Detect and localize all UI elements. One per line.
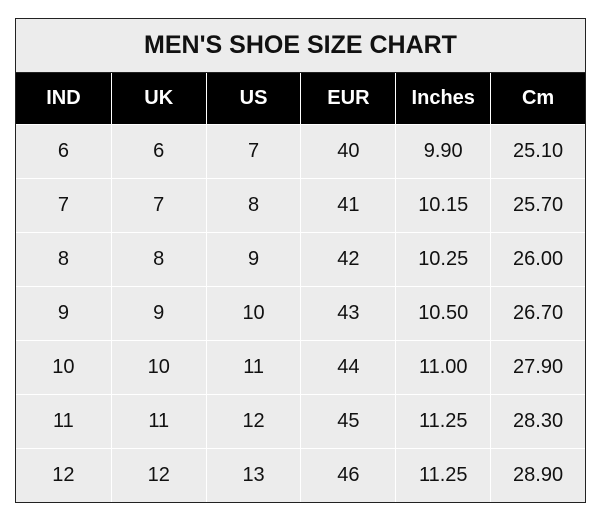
header-row: IND UK US EUR Inches Cm [16,73,585,124]
table-cell: 44 [300,341,395,394]
table-cell: 26.00 [490,233,585,286]
table-row: 9 9 10 43 10.50 26.70 [16,286,585,340]
table-body: 6 6 7 40 9.90 25.10 7 7 8 41 10.15 25.70 8 8 9 42 10.25 2… [16,124,585,502]
table-cell: 10.15 [395,179,490,232]
table-cell: 11.00 [395,341,490,394]
table-cell: 10 [110,341,206,394]
table-cell: 8 [205,179,301,232]
table-cell: 7 [57,194,69,216]
table-cell: 11 [53,410,74,432]
table-cell: 26.70 [490,287,585,340]
table-cell: 46 [300,449,395,502]
table-row: 12 12 13 46 11.25 28.90 [16,448,585,502]
table-cell: 45 [300,395,395,448]
table-title: MEN'S SHOE SIZE CHART [16,19,585,73]
size-chart-table: MEN'S SHOE SIZE CHART IND UK US EUR Inches Cm… [15,18,586,503]
table-cell: 11.25 [395,449,490,502]
table-cell: 10 [205,287,301,340]
column-header-uk: UK [110,73,206,124]
table-cell: 25.10 [490,125,585,178]
table-cell: 8 [110,233,206,286]
table-cell: 6 [57,140,69,162]
table-cell: 28.30 [490,395,585,448]
table-row: 7 7 8 41 10.15 25.70 [16,178,585,232]
table-cell: 42 [300,233,395,286]
table-row: 11 11 12 45 11.25 28.30 [16,394,585,448]
table-cell: 8 [57,248,69,270]
table-row: 10 10 11 44 11.00 27.90 [16,340,585,394]
column-header-cm: Cm [490,73,585,124]
table-cell: 27.90 [490,341,585,394]
table-cell: 10.50 [395,287,490,340]
table-cell: 28.90 [490,449,585,502]
table-cell: 10 [52,356,75,378]
table-cell: 43 [300,287,395,340]
table-cell: 9 [110,287,206,340]
table-cell: 9 [57,302,69,324]
column-header-eur: EUR [300,73,395,124]
table-cell: 10.25 [395,233,490,286]
table-cell: 11 [205,341,301,394]
table-cell: 12 [205,395,301,448]
table-cell: 7 [110,179,206,232]
table-cell: 13 [205,449,301,502]
table-cell: 9.90 [395,125,490,178]
column-header-ind: IND [46,87,81,109]
table-cell: 6 [110,125,206,178]
table-cell: 11 [110,395,206,448]
table-cell: 40 [300,125,395,178]
table-cell: 9 [205,233,301,286]
table-cell: 25.70 [490,179,585,232]
table-row: 6 6 7 40 9.90 25.10 [16,124,585,178]
table-cell: 11.25 [395,395,490,448]
table-row: 8 8 9 42 10.25 26.00 [16,232,585,286]
column-header-inches: Inches [395,73,490,124]
table-cell: 41 [300,179,395,232]
table-cell: 12 [110,449,206,502]
column-header-us: US [205,73,301,124]
table-cell: 12 [52,464,75,486]
table-cell: 7 [205,125,301,178]
